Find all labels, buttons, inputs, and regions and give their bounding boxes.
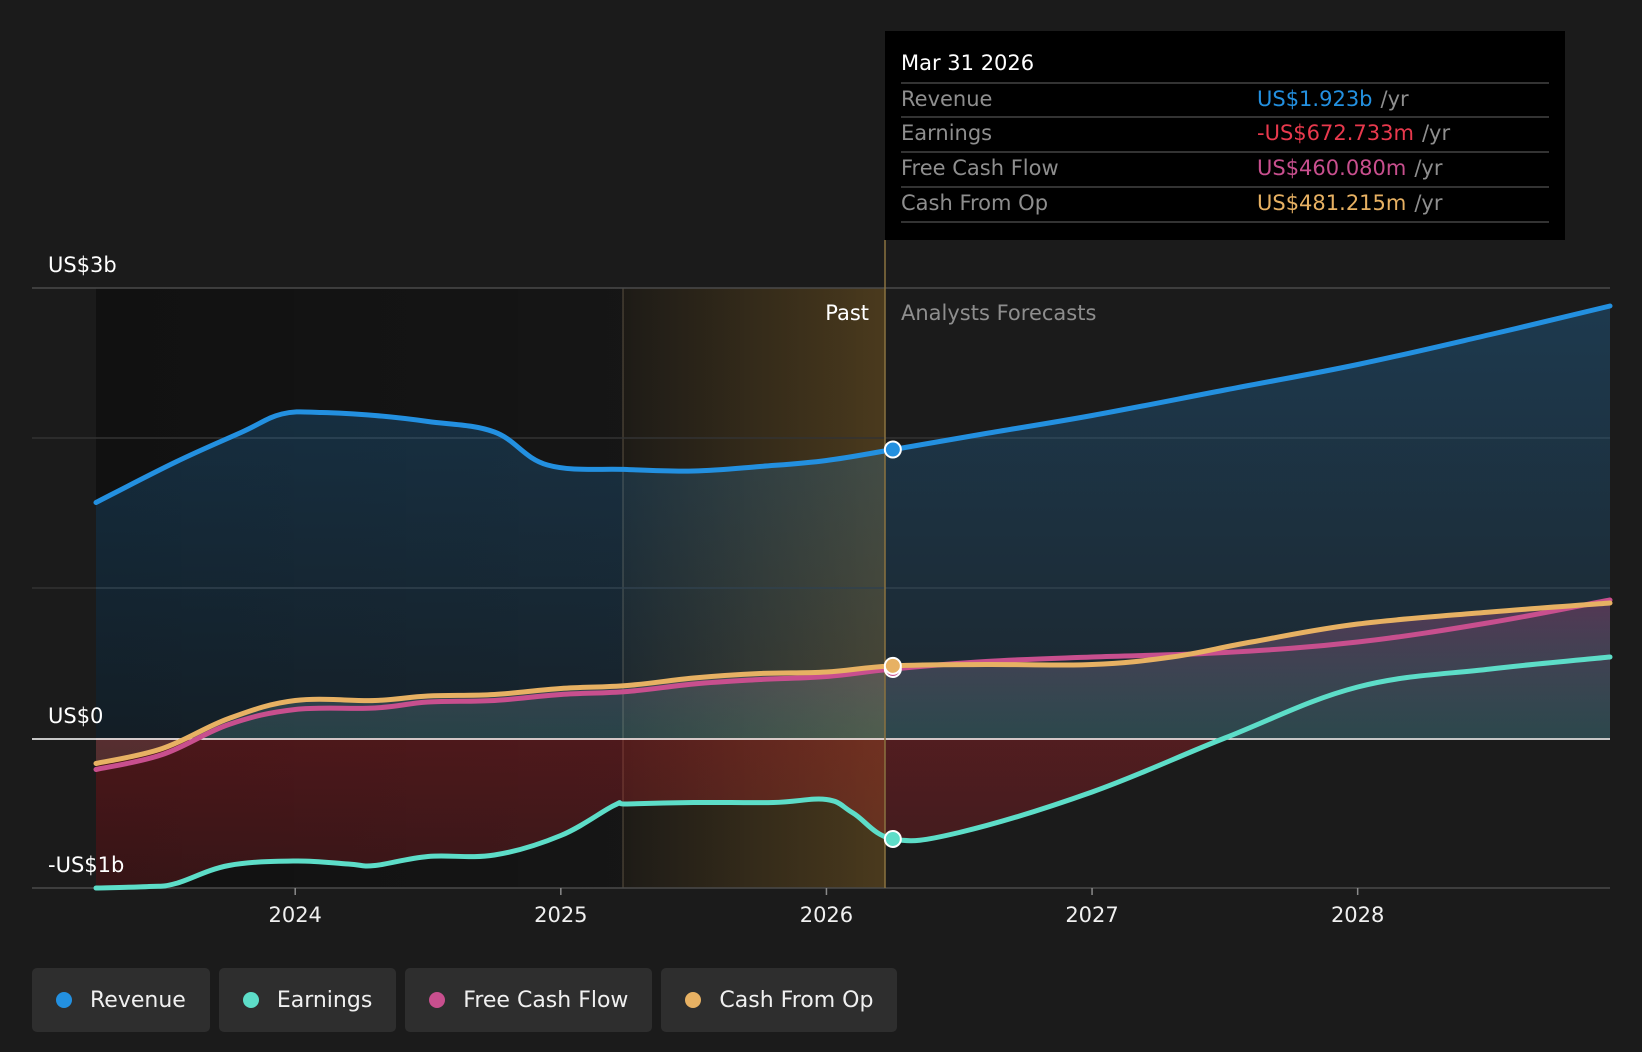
x-tick-2027: 2027 [1065,903,1118,927]
legend-item-revenue[interactable]: Revenue [32,968,210,1032]
free-cash-flow-dot-icon [429,992,446,1008]
tooltip-revenue-amount: US$1.923b [1257,87,1373,111]
revenue-marker[interactable] [883,440,902,459]
y-tick-3b: US$3b [48,253,117,277]
tooltip-earnings-amount: -US$672.733m [1257,121,1414,145]
cash-from-op-marker[interactable] [883,656,902,675]
y-tick-neg1b: -US$1b [48,853,124,877]
revenue-line [93,303,1613,505]
tooltip-fcf-label: Free Cash Flow [901,156,1059,180]
legend-item-earnings[interactable]: Earnings [218,968,397,1032]
series-lines [93,303,1613,891]
legend-label-earnings: Earnings [276,987,373,1013]
revenue-area [96,306,1610,738]
earnings-line [93,654,1613,891]
legend-item-cash-from-op[interactable]: Cash From Op [661,968,898,1032]
y-tick-0: US$0 [48,704,103,728]
x-tick-2028: 2028 [1331,903,1384,927]
tooltip-date: Mar 31 2026 [901,51,1034,75]
tooltip-fcf-value: US$460.080m/yr [1257,156,1443,180]
x-tick-2024: 2024 [268,903,321,927]
tooltip-fcf-unit: /yr [1414,156,1443,180]
tooltip-earnings-unit: /yr [1422,121,1451,145]
x-tick-2026: 2026 [800,903,853,927]
tooltip-earnings-value: -US$672.733m/yr [1257,121,1450,145]
tooltip-cfo-label: Cash From Op [901,191,1048,215]
tooltip-revenue-value: US$1.923b/yr [1257,87,1409,111]
cash-from-op-line [93,600,1613,766]
forecast-label: Analysts Forecasts [901,301,1096,325]
legend-label-revenue: Revenue [90,987,186,1013]
past-label: Past [825,301,869,325]
tooltip-box [885,31,1565,240]
cash-flow-area [96,603,1610,764]
legend-label-cash-from-op: Cash From Op [719,987,874,1013]
cash-from-op-dot-icon [685,992,702,1008]
x-axis-ticks: 2024 2025 2026 2027 2028 [268,888,1384,927]
revenue-dot-icon [56,992,72,1008]
tooltip-cfo-value: US$481.215m/yr [1257,191,1443,215]
legend-label-free-cash-flow: Free Cash Flow [463,987,629,1013]
earnings-dot-icon [242,992,259,1008]
tooltip-revenue-label: Revenue [901,87,992,111]
free-cash-flow-line [93,597,1613,772]
series-markers [883,440,902,848]
tooltip: Mar 31 2026 Revenue US$1.923b/yr Earning… [885,31,1565,240]
tooltip-cfo-amount: US$481.215m [1257,191,1406,215]
earnings-marker[interactable] [883,829,902,848]
x-tick-2025: 2025 [534,903,587,927]
tooltip-earnings-label: Earnings [901,121,992,145]
legend-item-free-cash-flow[interactable]: Free Cash Flow [405,968,653,1032]
tooltip-cfo-unit: /yr [1414,191,1443,215]
tooltip-fcf-amount: US$460.080m [1257,156,1406,180]
tooltip-revenue-unit: /yr [1381,87,1410,111]
chart-legend: Revenue Earnings Free Cash Flow Cash Fro… [32,968,898,1032]
